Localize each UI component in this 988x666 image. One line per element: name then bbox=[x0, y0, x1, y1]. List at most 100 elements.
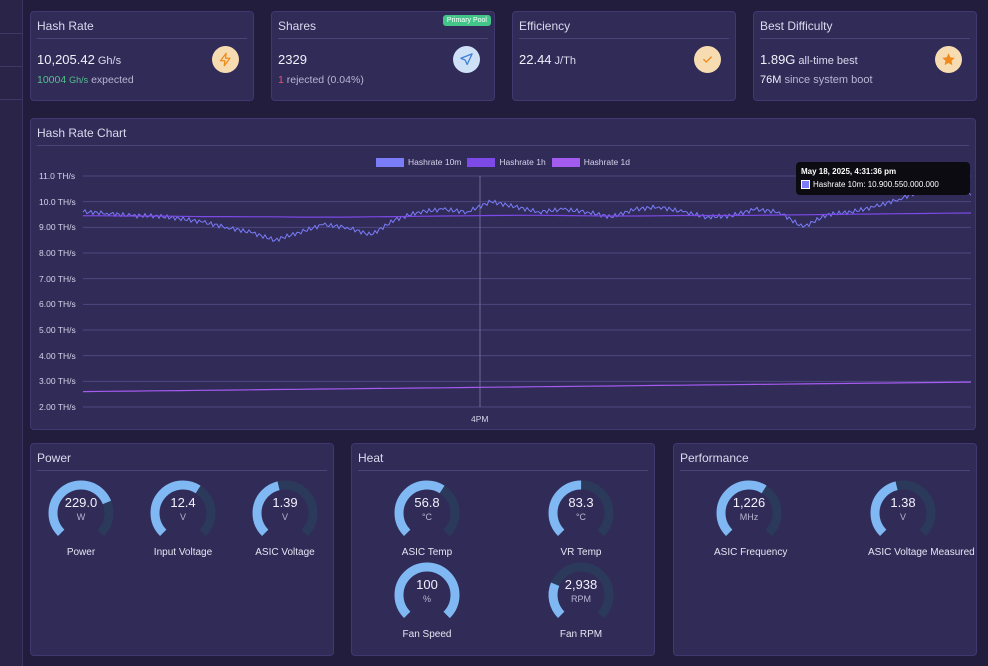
chart-title: Hash Rate Chart bbox=[37, 119, 969, 146]
efficiency-title: Efficiency bbox=[519, 12, 729, 39]
gauge-label: Fan RPM bbox=[559, 629, 603, 640]
legend-item[interactable]: Hashrate 1d bbox=[551, 157, 630, 167]
sidebar-edge bbox=[0, 0, 23, 666]
shares-value: 2329 bbox=[278, 52, 307, 67]
best-difficulty-card: Best Difficulty 1.89G all-time best 76M s… bbox=[753, 11, 977, 101]
tooltip-swatch bbox=[801, 180, 810, 189]
hash-rate-chart-card: Hash Rate Chart Hashrate 10m Hashrate 1h… bbox=[30, 118, 976, 430]
primary-pool-badge: Primary Pool bbox=[442, 15, 491, 26]
gauge-vr-temp: 83.3 °C VR Temp bbox=[546, 478, 616, 558]
gauge-value: 1.39 bbox=[272, 495, 298, 510]
y-tick-label: 8.00 TH/s bbox=[39, 248, 76, 258]
gauge-fill bbox=[548, 480, 614, 544]
lightning-icon bbox=[212, 46, 239, 73]
chart-tooltip: May 18, 2025, 4:31:36 pm Hashrate 10m: 1… bbox=[796, 162, 970, 195]
y-tick-label: 10.0 TH/s bbox=[39, 196, 76, 207]
hash-rate-card: Hash Rate 10,205.42 Gh/s 10004 Gh/s expec… bbox=[30, 11, 254, 101]
series-line-1h[interactable] bbox=[82, 212, 972, 218]
x-tick-label: 4PM bbox=[471, 414, 489, 424]
y-tick-label: 6.00 TH/s bbox=[39, 299, 76, 310]
legend-item[interactable]: Hashrate 1h bbox=[467, 157, 546, 167]
gauge-fill bbox=[548, 562, 614, 626]
best-difficulty-boot: 76M since system boot bbox=[760, 74, 873, 86]
gauge-label: Input Voltage bbox=[153, 547, 213, 558]
gauge-power: 229.0 W Power bbox=[46, 478, 116, 558]
y-tick-label: 4.00 TH/s bbox=[39, 350, 76, 361]
gauge-value: 12.4 bbox=[170, 495, 196, 510]
gauge-unit: V bbox=[899, 512, 906, 522]
hash-rate-title: Hash Rate bbox=[37, 12, 247, 39]
check-icon bbox=[694, 46, 721, 73]
gauge-dial bbox=[252, 480, 318, 544]
gauge-value: 1,226 bbox=[732, 495, 766, 510]
gauge-dial bbox=[150, 480, 216, 544]
best-difficulty-title: Best Difficulty bbox=[760, 12, 970, 39]
gauge-label: Power bbox=[66, 547, 96, 558]
gauge-dial bbox=[48, 480, 114, 544]
legend-swatch bbox=[467, 157, 496, 167]
gauge-asic-voltage: 1.39 V ASIC Voltage bbox=[250, 478, 320, 558]
gauge-fill bbox=[394, 562, 460, 626]
legend-item[interactable]: Hashrate 10m bbox=[375, 157, 461, 167]
sidebar-divider bbox=[0, 99, 22, 100]
heat-title: Heat bbox=[358, 444, 648, 471]
y-tick-label: 5.00 TH/s bbox=[39, 325, 76, 335]
gauge-unit: MHz bbox=[739, 512, 759, 522]
gauge-value: 100 bbox=[416, 577, 438, 592]
y-tick-label: 3.00 TH/s bbox=[39, 376, 76, 387]
sidebar-divider bbox=[0, 66, 22, 67]
y-tick-label: 9.00 TH/s bbox=[39, 222, 76, 233]
gauge-dial bbox=[548, 562, 614, 626]
gauge-unit: V bbox=[179, 512, 186, 522]
gauge-dial bbox=[716, 480, 782, 544]
heat-card: Heat 56.8 °C ASIC Temp 83.3 °C VR Temp 100% F… bbox=[351, 443, 655, 656]
gauge-unit: °C bbox=[421, 512, 433, 522]
gauge-unit: V bbox=[281, 512, 288, 522]
gauge-label: ASIC Voltage Measured bbox=[868, 547, 975, 558]
efficiency-card: Efficiency 22.44 J/Th bbox=[512, 11, 736, 101]
gauge-asic-frequency: 1,226 MHz ASIC Frequency bbox=[714, 478, 788, 558]
gauge-unit: RPM bbox=[571, 594, 591, 604]
gauge-fan-speed: 100% Fan Speed bbox=[392, 560, 462, 640]
series-line-1d[interactable] bbox=[82, 381, 972, 393]
send-icon bbox=[453, 46, 480, 73]
gauge-label: ASIC Temp bbox=[401, 547, 453, 558]
gauge-unit: W bbox=[76, 512, 86, 522]
best-difficulty-value: 1.89G all-time best bbox=[760, 52, 858, 67]
gauge-label: Fan Speed bbox=[402, 629, 452, 640]
power-title: Power bbox=[37, 444, 327, 471]
performance-title: Performance bbox=[680, 444, 970, 471]
y-tick-label: 2.00 TH/s bbox=[39, 402, 76, 412]
gauge-unit: % bbox=[422, 594, 431, 604]
gauge-dial bbox=[394, 562, 460, 626]
gauge-dial bbox=[394, 480, 460, 544]
gauge-label: ASIC Voltage bbox=[255, 547, 315, 558]
chart-legend: Hashrate 10m Hashrate 1h Hashrate 1d bbox=[31, 157, 975, 167]
hash-rate-expected: 10004 Gh/s expected bbox=[37, 74, 134, 86]
y-tick-label: 11.0 TH/s bbox=[39, 171, 76, 181]
gauge-fill bbox=[870, 480, 936, 544]
efficiency-value: 22.44 J/Th bbox=[519, 52, 576, 67]
sidebar-divider bbox=[0, 33, 22, 34]
y-tick-label: 7.00 TH/s bbox=[39, 273, 76, 284]
gauge-value: 56.8 bbox=[414, 495, 440, 510]
gauge-input-voltage: 12.4 V Input Voltage bbox=[148, 478, 218, 558]
gauge-dial bbox=[870, 480, 936, 544]
shares-title: Shares bbox=[278, 12, 488, 39]
power-card: Power 229.0 W Power 12.4 V Input Voltage 1.3… bbox=[30, 443, 334, 656]
legend-swatch bbox=[375, 157, 404, 167]
gauge-value: 1.38 bbox=[890, 495, 916, 510]
hash-rate-value: 10,205.42 Gh/s bbox=[37, 52, 122, 67]
gauge-value: 83.3 bbox=[568, 495, 594, 510]
gauge-label: ASIC Frequency bbox=[714, 547, 788, 558]
shares-card: Shares Primary Pool 2329 1 rejected (0.0… bbox=[271, 11, 495, 101]
gauge-fan-rpm: 2,938 RPM Fan RPM bbox=[546, 560, 616, 640]
performance-card: Performance 1,226 MHz ASIC Frequency 1.38 V… bbox=[673, 443, 977, 656]
gauge-asic-voltage-measured: 1.38 V ASIC Voltage Measured bbox=[868, 478, 975, 558]
gauge-value: 2,938 bbox=[564, 577, 598, 592]
gauge-unit: °C bbox=[575, 512, 587, 522]
gauge-label: VR Temp bbox=[560, 547, 602, 558]
gauge-dial bbox=[548, 480, 614, 544]
gauge-fill bbox=[716, 480, 782, 544]
gauge-value: 229.0 bbox=[64, 495, 98, 510]
